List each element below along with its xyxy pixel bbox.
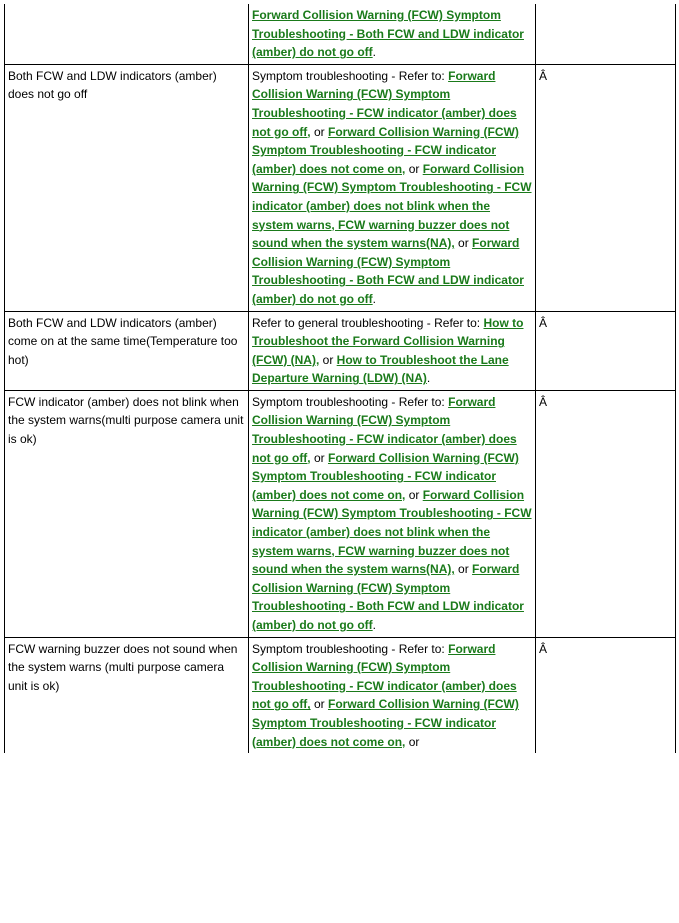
note-cell <box>536 4 676 64</box>
action-cell: Symptom troubleshooting - Refer to: Forw… <box>249 390 536 637</box>
sep-or: or <box>311 697 328 711</box>
sep-or: or <box>311 451 328 465</box>
table-row: Both FCW and LDW indicators (amber) come… <box>5 311 676 390</box>
note-cell: Â <box>536 311 676 390</box>
symptom-cell: FCW indicator (amber) does not blink whe… <box>5 390 249 637</box>
period: . <box>373 618 376 632</box>
sep-or: or <box>405 488 422 502</box>
period: . <box>427 371 430 385</box>
period: . <box>373 292 376 306</box>
sep-or: or <box>455 236 472 250</box>
symptom-cell: Both FCW and LDW indicators (amber) does… <box>5 64 249 311</box>
symptom-cell: FCW warning buzzer does not sound when t… <box>5 637 249 753</box>
table-row: Both FCW and LDW indicators (amber) does… <box>5 64 676 311</box>
symptom-cell <box>5 4 249 64</box>
action-cell: Symptom troubleshooting - Refer to: Forw… <box>249 64 536 311</box>
note-cell: Â <box>536 637 676 753</box>
link-fcw-both-not-go-off[interactable]: Forward Collision Warning (FCW) Symptom … <box>252 8 524 59</box>
table-row: Forward Collision Warning (FCW) Symptom … <box>5 4 676 64</box>
sep-or: or <box>405 162 422 176</box>
note-cell: Â <box>536 64 676 311</box>
period: . <box>373 45 376 59</box>
sep-or: or <box>319 353 336 367</box>
sep-or: or <box>311 125 328 139</box>
table-row: FCW indicator (amber) does not blink whe… <box>5 390 676 637</box>
note-cell: Â <box>536 390 676 637</box>
troubleshooting-table: Forward Collision Warning (FCW) Symptom … <box>4 4 676 753</box>
sep-or: or <box>405 735 419 749</box>
action-intro: Symptom troubleshooting - Refer to: <box>252 69 445 83</box>
sep-or: or <box>455 562 472 576</box>
action-cell: Symptom troubleshooting - Refer to: Forw… <box>249 637 536 753</box>
action-cell: Forward Collision Warning (FCW) Symptom … <box>249 4 536 64</box>
symptom-cell: Both FCW and LDW indicators (amber) come… <box>5 311 249 390</box>
action-intro: Refer to general troubleshooting - Refer… <box>252 316 480 330</box>
action-intro: Symptom troubleshooting - Refer to: <box>252 642 445 656</box>
action-intro: Symptom troubleshooting - Refer to: <box>252 395 445 409</box>
table-row: FCW warning buzzer does not sound when t… <box>5 637 676 753</box>
action-cell: Refer to general troubleshooting - Refer… <box>249 311 536 390</box>
